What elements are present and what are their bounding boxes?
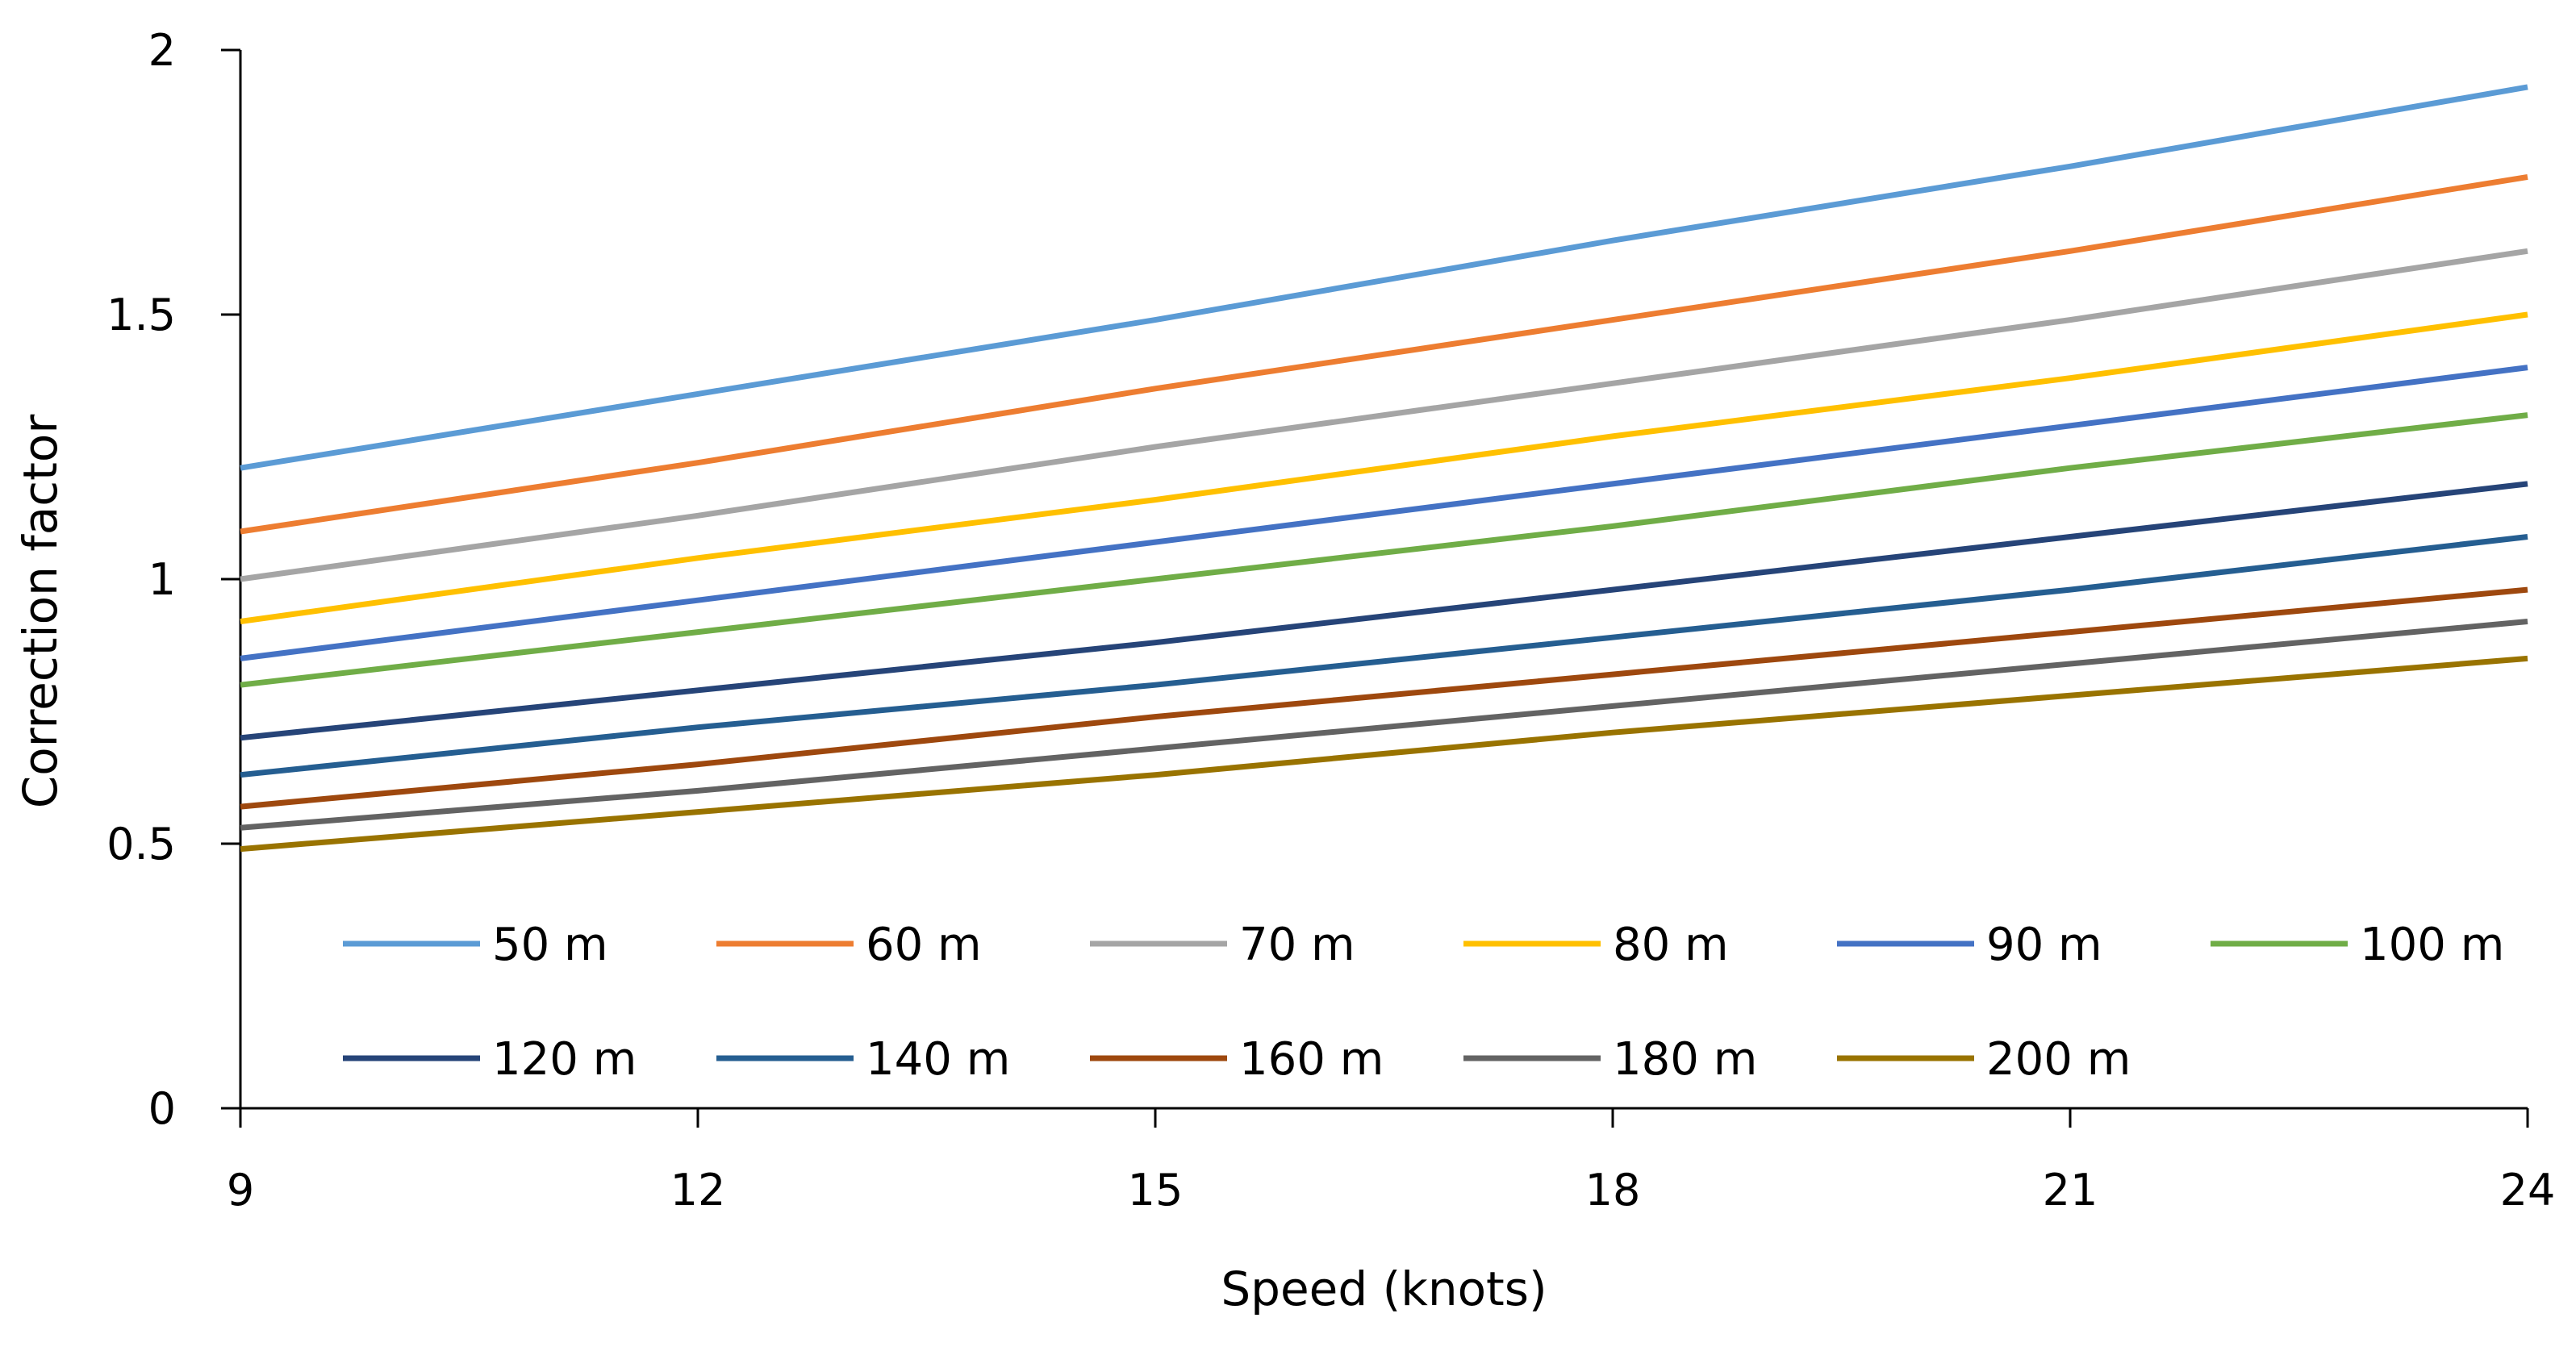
- series-line-180m: [240, 619, 2528, 831]
- series-line-100m: [240, 412, 2528, 688]
- series-line-60m: [240, 173, 2528, 535]
- y-axis-title: Correction factor: [13, 415, 68, 809]
- legend-label: 50 m: [492, 919, 608, 971]
- x-tick-label: 15: [1128, 1165, 1184, 1216]
- y-tick-label: 0: [148, 1083, 176, 1134]
- y-tick-label: 1.5: [106, 290, 176, 340]
- series-line-90m: [240, 365, 2528, 661]
- legend-label: 70 m: [1239, 919, 1355, 971]
- legend-label: 120 m: [492, 1033, 637, 1086]
- series-lines: [240, 84, 2528, 853]
- y-tick-label: 2: [148, 25, 176, 76]
- legend-label: 160 m: [1239, 1033, 1384, 1086]
- x-tick-label: 24: [2500, 1165, 2556, 1216]
- series-line-80m: [240, 311, 2528, 624]
- legend: 50 m 60 m 70 m 80 m 90 m 100 m 120 m 140 m 160 m…: [343, 919, 2504, 1086]
- series-line-160m: [240, 586, 2528, 810]
- legend-label: 140 m: [866, 1033, 1010, 1086]
- x-tick-label: 18: [1585, 1165, 1641, 1216]
- x-tick-label: 9: [227, 1165, 254, 1216]
- series-line-70m: [240, 248, 2528, 582]
- legend-label: 200 m: [1986, 1033, 2131, 1086]
- series-line-140m: [240, 534, 2528, 778]
- y-tick-label: 0.5: [106, 819, 176, 870]
- axes: 0 0.5 1 1.5 2 9 12 15 18 21 24: [106, 25, 2555, 1216]
- legend-label: 100 m: [2360, 919, 2504, 971]
- series-line-50m: [240, 84, 2528, 471]
- x-axis-title: Speed (knots): [1221, 1262, 1547, 1316]
- y-tick-label: 1: [148, 554, 176, 605]
- legend-label: 80 m: [1613, 919, 1729, 971]
- legend-label: 90 m: [1986, 919, 2102, 971]
- series-line-200m: [240, 655, 2528, 853]
- legend-label: 180 m: [1613, 1033, 1757, 1086]
- x-tick-label: 21: [2043, 1165, 2098, 1216]
- x-tick-label: 12: [670, 1165, 726, 1216]
- series-line-120m: [240, 481, 2528, 741]
- legend-label: 60 m: [866, 919, 982, 971]
